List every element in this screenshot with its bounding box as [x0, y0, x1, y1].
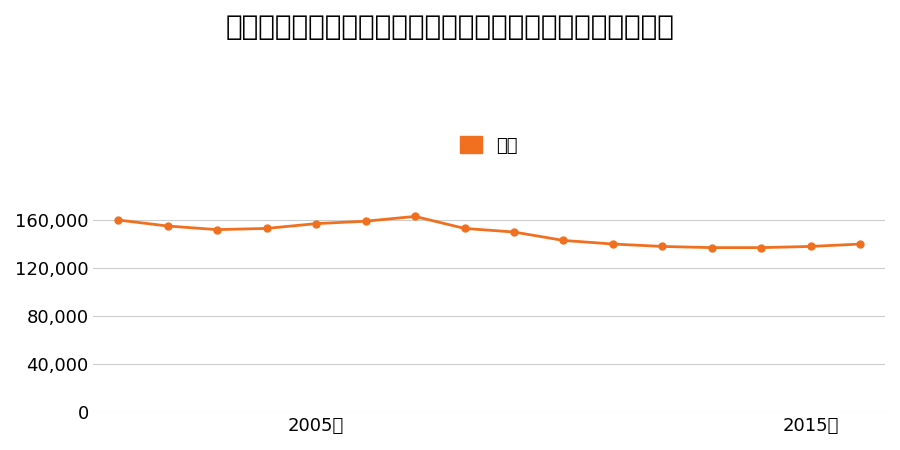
- Legend: 価格: 価格: [454, 129, 526, 162]
- Text: 埼玉県さいたま市見沼区東大宮６丁目５２番１０の地価推移: 埼玉県さいたま市見沼区東大宮６丁目５２番１０の地価推移: [226, 14, 674, 41]
